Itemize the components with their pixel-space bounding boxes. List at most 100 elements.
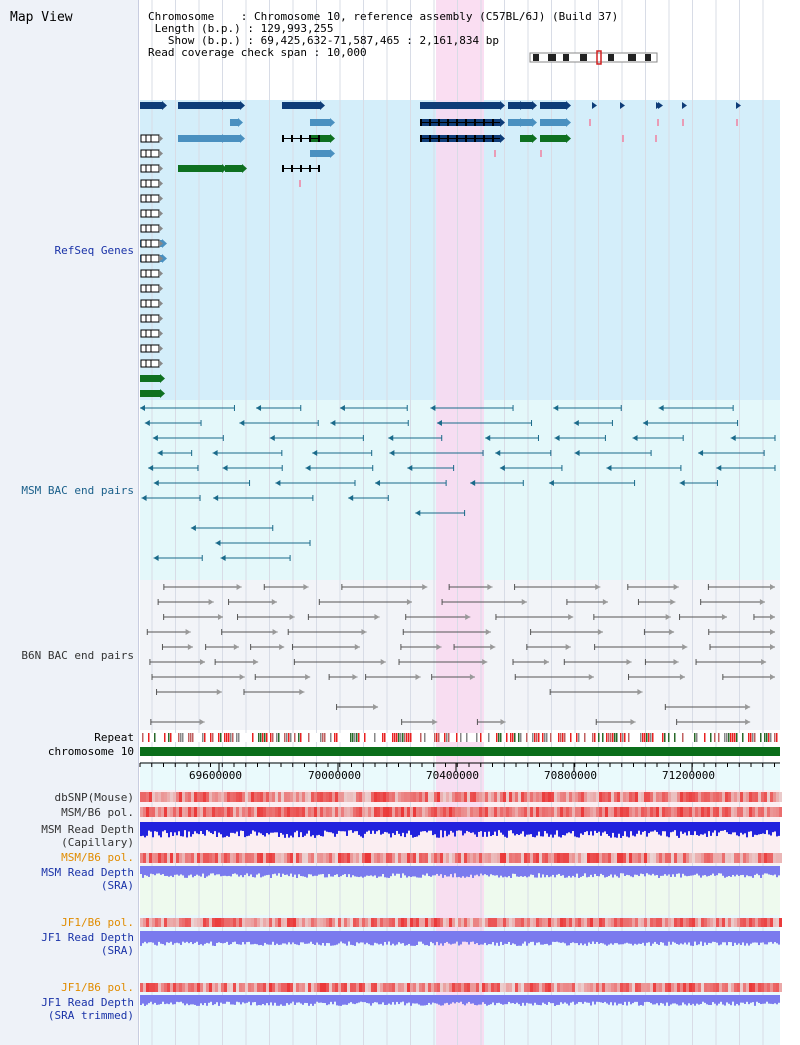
gene-arrow-icon[interactable]: [620, 102, 625, 109]
msm-b6-pol-heat-cell: [185, 807, 188, 817]
jf1-depth-trim-bar: [526, 995, 528, 1003]
dbsnp-heat-cell: [587, 792, 590, 802]
gene-arrow-icon[interactable]: [682, 102, 687, 109]
msm-depth-sra-bar: [456, 866, 458, 878]
jf1-b6-pol2-heat-cell: [476, 983, 479, 992]
msm-b6-pol-heat-cell: [743, 807, 746, 817]
jf1-depth-sra-bar: [162, 931, 164, 945]
jf1-depth-sra-bar: [250, 931, 252, 945]
track-label-msm-b6-pol-1[interactable]: MSM/B6 pol.: [61, 806, 134, 819]
jf1-depth-sra-bar: [266, 931, 268, 945]
refseq-gene-small[interactable]: [140, 314, 160, 323]
refseq-gene-small[interactable]: [140, 224, 160, 233]
refseq-gene[interactable]: [508, 102, 520, 109]
refseq-gene-small[interactable]: [140, 269, 160, 278]
chromosome-ideogram[interactable]: [529, 52, 658, 63]
refseq-gene[interactable]: [520, 135, 532, 142]
refseq-gene-small[interactable]: [140, 344, 160, 353]
refseq-gene[interactable]: [520, 102, 532, 109]
track-label-msm-b6-pol-2[interactable]: MSM/B6 pol.: [61, 851, 134, 864]
jf1-depth-trim-bar: [154, 995, 156, 1003]
msm-b6-pol2-heat-cell: [329, 853, 332, 863]
refseq-gene[interactable]: [178, 165, 222, 172]
jf1-b6-pol-heat-cell: [218, 918, 221, 927]
refseq-gene-small[interactable]: [140, 359, 160, 368]
refseq-gene-small[interactable]: [140, 284, 160, 293]
refseq-gene[interactable]: [230, 119, 238, 126]
jf1-depth-sra-bar: [624, 931, 626, 944]
refseq-gene[interactable]: [222, 102, 240, 109]
track-label-msm-depth-cap[interactable]: MSM Read Depth: [41, 823, 134, 836]
dbsnp-heat-cell: [143, 792, 146, 802]
refseq-gene-small[interactable]: [140, 209, 160, 218]
jf1-depth-trim-bar: [632, 995, 634, 1004]
refseq-gene[interactable]: [222, 135, 240, 142]
track-label-msm-depth-sra[interactable]: MSM Read Depth: [41, 866, 134, 879]
msm-b6-pol-heat-cell: [605, 807, 608, 817]
bac-end-arrow-icon: [770, 644, 775, 650]
refseq-gene[interactable]: [540, 119, 566, 126]
bac-end-arrow-icon: [465, 614, 471, 620]
gene-arrow-icon[interactable]: [656, 102, 661, 109]
track-label-msm-bac[interactable]: MSM BAC end pairs: [21, 484, 134, 497]
refseq-gene-small[interactable]: [140, 149, 160, 158]
msm-depth-cap-bar: [646, 822, 648, 837]
jf1-b6-pol2-heat-cell: [182, 983, 185, 992]
refseq-gene-small[interactable]: [140, 254, 160, 263]
refseq-gene[interactable]: [508, 119, 520, 126]
gene-arrow-icon[interactable]: [592, 102, 597, 109]
gene-strand-arrow-icon: [566, 101, 571, 110]
refseq-gene[interactable]: [140, 390, 160, 397]
jf1-depth-sra-bar: [332, 931, 334, 946]
refseq-gene-small[interactable]: [140, 239, 160, 248]
refseq-gene[interactable]: [310, 119, 330, 126]
refseq-gene[interactable]: [140, 102, 162, 109]
track-label-column: [0, 0, 139, 1045]
refseq-gene-small[interactable]: [140, 194, 160, 203]
refseq-gene-small[interactable]: [140, 164, 160, 173]
refseq-gene[interactable]: [520, 119, 532, 126]
track-label-jf1-depth-sra[interactable]: JF1 Read Depth: [41, 931, 134, 944]
dbsnp-heat-cell: [695, 792, 698, 802]
msm-b6-pol-heat-cell: [608, 807, 611, 817]
refseq-gene[interactable]: [540, 135, 566, 142]
msm-depth-sra-bar: [312, 866, 314, 877]
refseq-gene-small[interactable]: [140, 299, 160, 308]
msm-b6-pol2-heat-cell: [188, 853, 191, 863]
refseq-gene[interactable]: [282, 102, 320, 109]
refseq-gene-small[interactable]: [140, 179, 160, 188]
track-label-jf1-b6-pol-1[interactable]: JF1/B6 pol.: [61, 916, 134, 929]
track-label-dbsnp[interactable]: dbSNP(Mouse): [54, 791, 134, 804]
refseq-gene[interactable]: [540, 102, 566, 109]
track-label-chromosome[interactable]: chromosome 10: [47, 745, 134, 758]
msm-depth-cap-bar: [252, 822, 254, 831]
msm-b6-pol2-heat-cell: [353, 853, 356, 863]
msm-depth-sra-bar: [648, 866, 650, 875]
msm-depth-sra-bar: [726, 866, 728, 877]
refseq-gene[interactable]: [225, 165, 242, 172]
refseq-gene[interactable]: [420, 102, 500, 109]
jf1-depth-trim-bar: [538, 995, 540, 1006]
refseq-gene-small[interactable]: [140, 134, 160, 143]
refseq-gene[interactable]: [178, 102, 222, 109]
track-label-repeat[interactable]: Repeat: [94, 731, 134, 744]
msm-depth-cap-bar: [538, 822, 540, 832]
jf1-depth-sra-bar: [690, 931, 692, 946]
track-label-refseq[interactable]: RefSeq Genes: [54, 244, 134, 257]
refseq-gene-small[interactable]: [140, 329, 160, 338]
track-label-b6n-bac[interactable]: B6N BAC end pairs: [21, 649, 134, 662]
selected-region-highlight[interactable]: [436, 0, 484, 1045]
chromosome-bar[interactable]: [140, 747, 780, 756]
track-label-jf1-depth-trim[interactable]: JF1 Read Depth: [41, 996, 134, 1009]
gene-arrow-icon[interactable]: [736, 102, 741, 109]
refseq-gene[interactable]: [178, 135, 222, 142]
jf1-depth-sra-bar: [638, 931, 640, 944]
msm-depth-cap-bar: [702, 822, 704, 835]
refseq-gene[interactable]: [310, 150, 330, 157]
track-label-jf1-b6-pol-2[interactable]: JF1/B6 pol.: [61, 981, 134, 994]
jf1-depth-sra-bar: [316, 931, 318, 943]
msm-depth-cap-bar: [748, 822, 750, 832]
refseq-gene[interactable]: [140, 375, 160, 382]
bac-end-arrow-icon: [554, 435, 560, 441]
